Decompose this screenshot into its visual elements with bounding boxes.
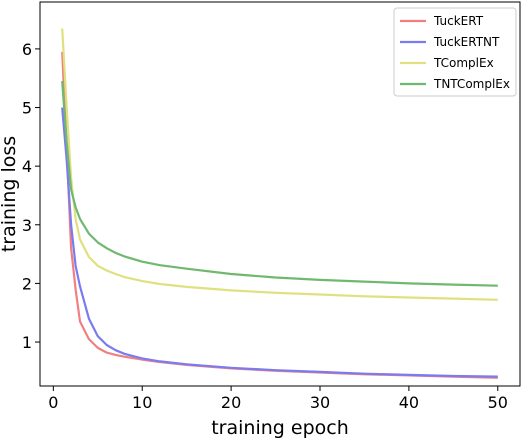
y-axis-ticks: 1 2 3 4 5 6 bbox=[22, 40, 40, 352]
y-axis-label: training loss bbox=[0, 136, 20, 252]
series-lines bbox=[61, 28, 498, 379]
series-line-tcomplex bbox=[61, 28, 498, 301]
x-tick-label: 30 bbox=[310, 393, 330, 412]
y-tick-label: 6 bbox=[22, 40, 32, 59]
y-tick-label: 2 bbox=[22, 274, 32, 293]
x-tick-label: 20 bbox=[221, 393, 241, 412]
legend-label-tuckertnt: TuckERTNT bbox=[433, 35, 500, 49]
y-tick-label: 3 bbox=[22, 216, 32, 235]
x-tick-label: 40 bbox=[399, 393, 419, 412]
y-tick-label: 4 bbox=[22, 157, 32, 176]
x-axis-label: training epoch bbox=[211, 417, 349, 438]
legend-label-tntcomplex: TNTComplEx bbox=[433, 77, 510, 91]
series-line-tuckertnt bbox=[61, 107, 498, 378]
legend-label-tcomplex: TComplEx bbox=[433, 56, 494, 70]
legend-label-tuckert: TuckERT bbox=[433, 14, 484, 28]
legend: TuckERT TuckERTNT TComplEx TNTComplEx bbox=[393, 7, 517, 97]
x-tick-label: 0 bbox=[48, 393, 58, 412]
y-tick-label: 1 bbox=[22, 333, 32, 352]
legend-box bbox=[393, 7, 517, 97]
y-tick-label: 5 bbox=[22, 99, 32, 118]
x-tick-label: 50 bbox=[488, 393, 508, 412]
x-tick-label: 10 bbox=[132, 393, 152, 412]
x-axis-ticks: 0 10 20 30 40 50 bbox=[48, 386, 508, 412]
series-line-tntcomplex bbox=[61, 81, 498, 287]
